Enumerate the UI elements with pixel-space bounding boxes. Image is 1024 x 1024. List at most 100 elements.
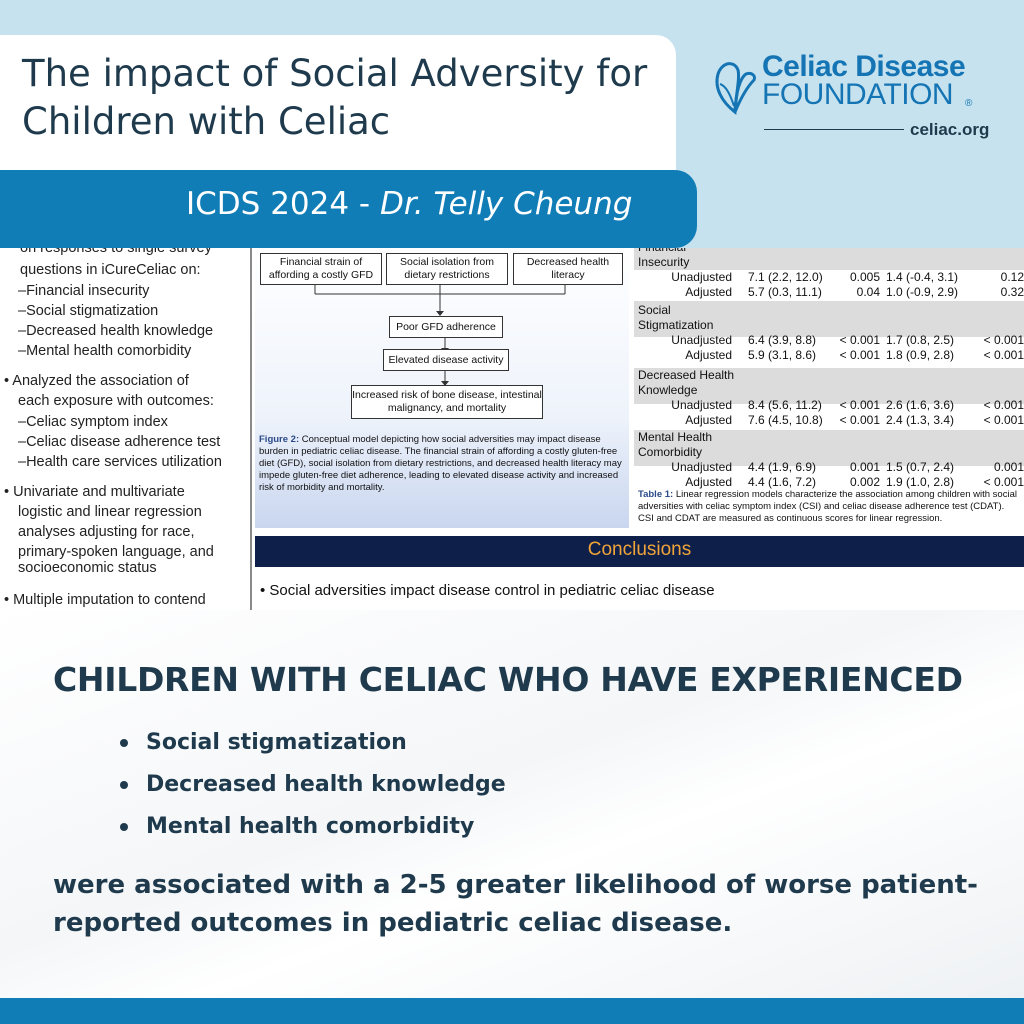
table-row: Social — [634, 303, 1024, 318]
table-cell-p-csi: 0.002 — [849, 475, 880, 489]
event-band-text: ICDS 2024 - Dr. Telly Cheung — [186, 186, 632, 222]
model-box-financial: Financial strain of affording a costly G… — [260, 253, 382, 285]
outcome-item: –Health care services utilization — [18, 454, 222, 470]
figure-caption-text: Conceptual model depicting how social ad… — [259, 434, 622, 493]
table-cell-p-csi: < 0.001 — [839, 348, 880, 362]
table-cell-kind: Unadjusted — [671, 270, 732, 284]
table-cell-csi: 6.4 (3.9, 8.8) — [748, 333, 817, 347]
table-row: Knowledge — [634, 383, 1024, 398]
exposure-item: –Decreased health knowledge — [18, 323, 214, 339]
outcome-item: –Celiac symptom index — [18, 414, 168, 430]
table-cell-cdat: 2.6 (1.6, 3.6) — [886, 398, 955, 412]
conclusion-item: • Social adversities impact disease cont… — [260, 582, 715, 599]
figure-caption: Figure 2: Conceptual model depicting how… — [259, 434, 623, 494]
poster-excerpt: on responses to single survey questions … — [0, 248, 1024, 610]
table-cell-p-cdat: < 0.001 — [983, 475, 1024, 489]
event-band — [0, 170, 697, 248]
table-cell-kind: Adjusted — [685, 475, 732, 489]
regression-table: FinancialInsecurityUnadjusted7.1 (2.2, 1… — [634, 248, 1024, 528]
table-cell-p-csi: 0.04 — [856, 285, 880, 299]
conclusions-bar: Conclusions — [255, 536, 1024, 567]
summary-bullet: Mental health comorbidity — [118, 809, 506, 851]
model-box-risk: Increased risk of bone disease, intestin… — [351, 385, 543, 419]
analysis-line: analyses adjusting for race, — [18, 524, 195, 540]
summary-headline: CHILDREN WITH CELIAC WHO HAVE EXPERIENCE… — [53, 660, 963, 699]
conclusions-title: Conclusions — [587, 539, 692, 560]
analysis-line: • Univariate and multivariate — [4, 484, 185, 500]
event-name: ICDS 2024 - — [186, 186, 380, 222]
page-title: The impact of Social Adversity for Child… — [22, 52, 648, 143]
analysis-line: primary-spoken language, and — [18, 544, 214, 560]
table-group-label: Social — [638, 303, 671, 317]
table-row: Mental Health — [634, 430, 1024, 445]
table-row: Unadjusted 8.4 (5.6, 11.2) < 0.001 2.6 (1.6… — [634, 398, 1024, 413]
table-row: Adjusted 5.7 (0.3, 11.1) 0.04 1.0 (-0.9, 2.… — [634, 285, 1024, 300]
table-group-band — [634, 430, 1024, 466]
table-row: Stigmatization — [634, 318, 1024, 333]
table-cell-kind: Adjusted — [685, 413, 732, 427]
table-cell-p-cdat: 0.001 — [993, 460, 1024, 474]
table-row: Unadjusted 7.1 (2.2, 12.0) 0.005 1.4 (-0.4,… — [634, 270, 1024, 285]
table-cell-cdat: 1.4 (-0.4, 3.1) — [886, 270, 959, 284]
bottom-bar — [0, 998, 1024, 1024]
table-cell-p-cdat: < 0.001 — [983, 333, 1024, 347]
exposure-item: –Financial insecurity — [18, 283, 150, 299]
table-cell-cdat: 1.0 (-0.9, 2.9) — [886, 285, 959, 299]
exposure-item: –Mental health comorbidity — [18, 343, 192, 359]
table-row: Adjusted 5.9 (3.1, 8.6) < 0.001 1.8 (0.9, 2… — [634, 348, 1024, 363]
analyzed-line: each exposure with outcomes: — [18, 393, 214, 409]
logo-line-1: Celiac Disease — [762, 50, 966, 83]
table-cell-kind: Adjusted — [685, 285, 732, 299]
table-group-label: Insecurity — [638, 255, 690, 269]
table-cell-p-cdat: < 0.001 — [983, 348, 1024, 362]
figure-caption-label: Figure 2: — [259, 434, 300, 445]
table-cell-p-csi: 0.001 — [849, 460, 880, 474]
table-row: Adjusted 7.6 (4.5, 10.8) < 0.001 2.4 (1.3, … — [634, 413, 1024, 428]
table-group-band — [634, 368, 1024, 404]
table-cell-p-cdat: 0.12 — [1000, 270, 1024, 284]
table-caption-text: Linear regression models characterize th… — [638, 489, 1017, 524]
methods-column: on responses to single survey questions … — [0, 248, 252, 610]
table-cell-kind: Unadjusted — [671, 460, 732, 474]
table-cell-cdat: 1.8 (0.9, 2.8) — [886, 348, 955, 362]
table-row: Adjusted 4.4 (1.6, 7.2) 0.002 1.9 (1.0, 2.8… — [634, 475, 1024, 490]
summary-bullet: Decreased health knowledge — [118, 767, 506, 809]
conceptual-model: Financial strain of affording a costly G… — [255, 248, 629, 528]
table-row: Decreased Health — [634, 368, 1024, 383]
table-cell-csi: 4.4 (1.6, 7.2) — [748, 475, 817, 489]
table-cell-csi: 8.4 (5.6, 11.2) — [748, 398, 822, 412]
table-row: Insecurity — [634, 255, 1024, 270]
logo-url: celiac.org — [910, 120, 990, 139]
table-group-band — [634, 248, 1024, 270]
table-cell-csi: 7.6 (4.5, 10.8) — [748, 413, 823, 427]
table-cell-csi: 4.4 (1.9, 6.9) — [748, 460, 817, 474]
analyzed-line: • Analyzed the association of — [4, 373, 189, 389]
table-row: Financial — [634, 248, 1024, 255]
logo-line-2: FOUNDATION — [762, 78, 954, 111]
table-group-band — [634, 301, 1024, 337]
table-cell-p-cdat: 0.32 — [1000, 285, 1024, 299]
table-cell-csi: 5.7 (0.3, 11.1) — [748, 285, 822, 299]
table-group-label: Comorbidity — [638, 445, 703, 459]
summary-bullets: Social stigmatization Decreased health k… — [118, 725, 506, 851]
table-cell-cdat: 1.9 (1.0, 2.8) — [886, 475, 955, 489]
table-group-label: Stigmatization — [638, 318, 714, 332]
table-caption: Table 1: Linear regression models charac… — [638, 489, 1022, 525]
table-row: Unadjusted 4.4 (1.9, 6.9) 0.001 1.5 (0.7, 2… — [634, 460, 1024, 475]
imputation-line: • Multiple imputation to contend — [4, 592, 206, 608]
foundation-logo: Celiac Disease FOUNDATION ® celiac.org — [712, 48, 989, 148]
summary-panel — [0, 610, 1024, 998]
table-cell-cdat: 1.5 (0.7, 2.4) — [886, 460, 955, 474]
outcome-item: –Celiac disease adherence test — [18, 434, 221, 450]
table-cell-csi: 5.9 (3.1, 8.6) — [748, 348, 817, 362]
table-row: Unadjusted 6.4 (3.9, 8.8) < 0.001 1.7 (0.8,… — [634, 333, 1024, 348]
model-box-adherence: Poor GFD adherence — [389, 316, 503, 338]
table-cell-p-cdat: < 0.001 — [983, 413, 1024, 427]
exposure-item: –Social stigmatization — [18, 303, 159, 319]
summary-bullet: Social stigmatization — [118, 725, 506, 767]
methods-cut-line: on responses to single survey — [20, 248, 212, 256]
table-cell-kind: Unadjusted — [671, 398, 732, 412]
table-caption-label: Table 1: — [638, 489, 674, 500]
table-cell-p-csi: < 0.001 — [839, 333, 880, 347]
table-cell-cdat: 1.7 (0.8, 2.5) — [886, 333, 955, 347]
